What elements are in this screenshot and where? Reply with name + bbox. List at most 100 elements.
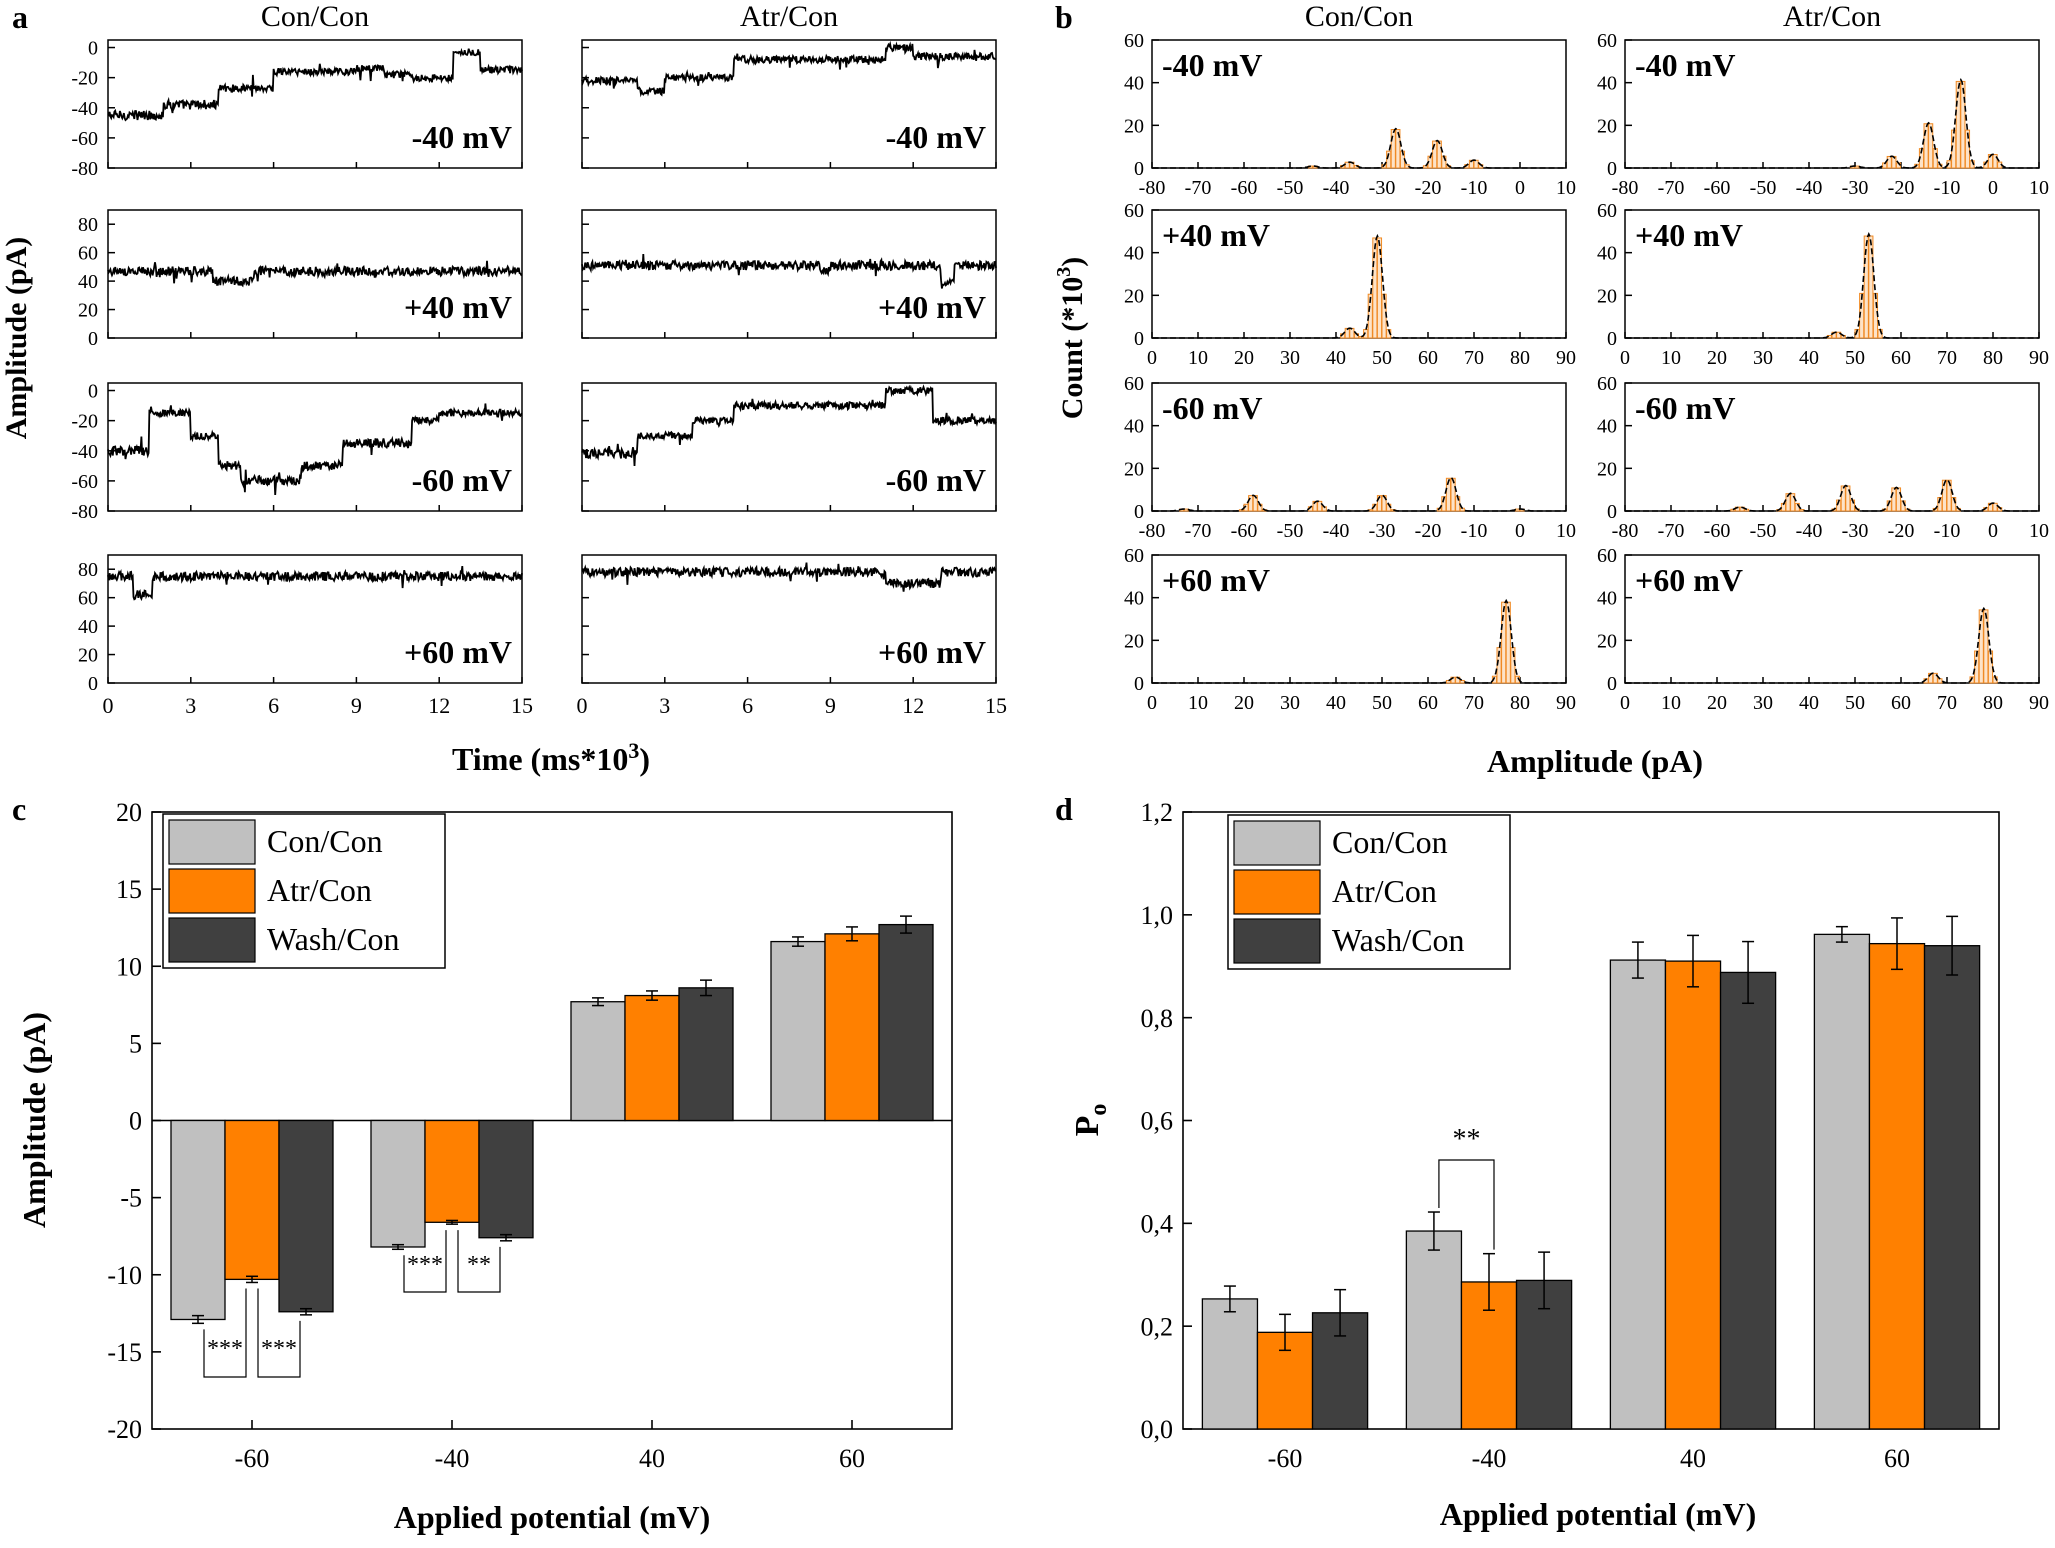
x-label-sup: 3 [628,738,639,763]
x-tick-label: 15 [985,693,1007,718]
significance-label: *** [407,1252,443,1278]
histogram-bar [1928,123,1934,169]
histogram-bar [1895,487,1902,512]
y-tick-label: -60 [71,128,98,150]
x-tick-label: -60 [1704,520,1731,542]
x-tick-label: 0 [1515,520,1525,542]
voltage-label: -60 mV [1635,390,1735,426]
x-tick-label: 0 [1988,520,1998,542]
x-tick-label: 0 [1620,692,1630,714]
bar-con-con [1609,959,1667,1430]
y-tick-label: 1,2 [1141,798,1174,827]
x-tick-label: 20 [1707,347,1727,369]
x-tick-label: 60 [1418,692,1438,714]
significance-bracket: ** [1438,1124,1495,1250]
plot-frame [107,209,523,339]
x-tick-label: 50 [1845,347,1865,369]
y-tick-label: 20 [1597,285,1617,307]
x-tick-label: 10 [1556,177,1576,199]
y-tick-label: 60 [1124,545,1144,567]
y-tick-label: 0 [88,38,98,60]
panel-label-c: c [12,791,26,827]
y-tick-label: 0 [1607,328,1617,350]
legend-swatch [168,917,256,963]
x-tick-label: -70 [1658,520,1685,542]
panel-b-histogram-3-1: 60 40 20 00 10 20 30 40 50 60 70 80 90 +60 mV [1597,545,2049,714]
legend-label: Atr/Con [1332,873,1437,909]
legend-label: Atr/Con [267,872,372,908]
panel-b-title-con: Con/Con [1305,0,1413,33]
histogram-bar [1248,495,1254,512]
y-tick-label: 10 [116,952,142,981]
histogram-bar [1845,485,1851,512]
y-tick-label: -10 [107,1261,142,1290]
x-tick-label: 0 [1620,347,1630,369]
x-tick-label: 40 [1799,692,1819,714]
y-tick-label: 40 [78,616,98,638]
x-tick-label: 6 [742,693,753,718]
error-bar [792,936,804,947]
histogram-bar [1422,165,1429,169]
y-tick-label: -20 [107,1415,142,1444]
y-tick-label: 60 [1124,373,1144,395]
x-tick-label: -60 [235,1444,270,1473]
y-tick-label: -40 [71,441,98,463]
error-bar [246,1275,258,1284]
x-tick-label: 20 [1707,692,1727,714]
legend-label: Con/Con [267,823,383,859]
error-bar [592,997,604,1007]
gaussian-fit-line [1625,606,2039,684]
x-tick-label: -40 [435,1444,470,1473]
x-tick-label: 10 [1188,347,1208,369]
y-label-main: Count (*10 [1056,277,1089,420]
y-tick-label: 60 [1597,30,1617,52]
bar-wash-con [1719,971,1777,1430]
histogram-bar [1376,237,1383,339]
plot-frame [107,554,523,684]
panel-c-amplitude-bar-chart: 20 15 10 5 0 -5 -10 -15 -20 -60 -40 40 60 Con/Con Atr/… [16,798,953,1535]
x-tick-label: 30 [1280,692,1300,714]
error-bar [500,1233,512,1242]
y-tick-label: 0 [129,1107,142,1136]
y-tick-label: 20 [1124,630,1144,652]
histogram-bar [1937,678,1943,684]
bar-con-con [1405,1230,1463,1430]
panel-b-histogram-3-0: 60 40 20 00 10 20 30 40 50 60 70 80 90 +60 mV [1124,545,1576,714]
legend-swatch [1233,918,1321,964]
y-tick-label: 0 [1607,673,1617,695]
x-tick-label: 60 [1891,692,1911,714]
y-tick-label: 20 [1597,458,1617,480]
current-trace [107,47,523,122]
current-trace [107,260,523,288]
error-bar [846,926,858,942]
x-tick-label: 30 [1753,347,1773,369]
x-tick-label: 50 [1372,347,1392,369]
y-tick-label: 60 [1597,200,1617,222]
voltage-label: -40 mV [1635,47,1735,83]
voltage-label: +40 mV [878,289,986,325]
significance-bracket: *** [257,1288,301,1378]
y-tick-label: 0,6 [1141,1107,1174,1136]
legend-swatch [1233,869,1321,915]
current-trace [581,384,997,467]
x-tick-label: -80 [1612,177,1639,199]
legend-label: Wash/Con [267,921,400,957]
bar-wash-con [278,1119,334,1313]
voltage-label: -40 mV [1162,47,1262,83]
bar-wash-con [1923,945,1981,1430]
panel-b-histogram-1-1: 60 40 20 00 10 20 30 40 50 60 70 80 90 +40 mV [1597,200,2049,369]
bar-atr-con [224,1119,280,1281]
y-tick-label: 0 [1607,501,1617,523]
gaussian-fit-line [1152,476,1566,512]
x-tick-label: 3 [659,693,670,718]
bar-wash-con [1311,1312,1369,1430]
x-tick-label: 6 [268,693,279,718]
y-tick-label: 0 [1134,158,1144,180]
panel-d-y-label: Po [1069,1104,1112,1137]
x-tick-label: 40 [1680,1444,1706,1473]
error-bar [1946,915,1959,976]
plot-frame [581,554,997,684]
panel-d-open-probability-bar-chart: 1,2 1,0 0,8 0,6 0,4 0,2 0,0 -60 -40 40 60 Con/Con At… [1069,798,2000,1532]
x-tick-label: -60 [1231,520,1258,542]
